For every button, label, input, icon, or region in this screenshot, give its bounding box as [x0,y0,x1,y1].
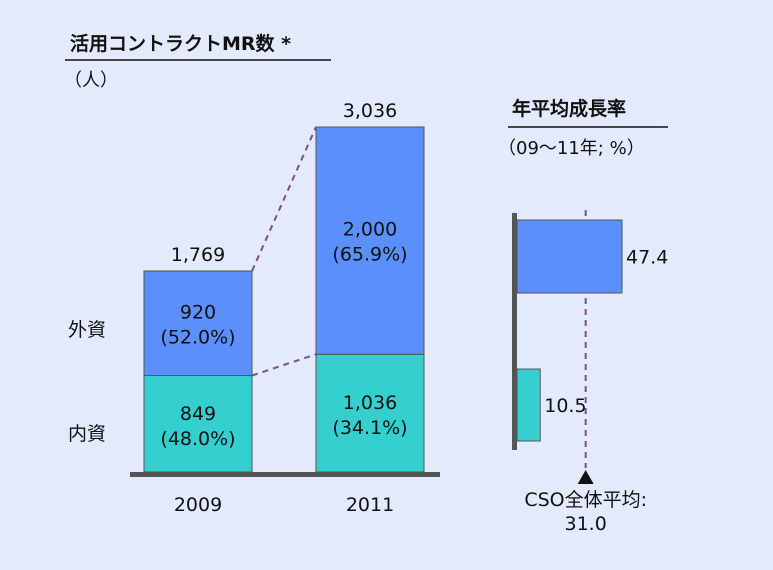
share-label-2011-foreign: (65.9%) [332,244,407,266]
growth-rate-bar-chart: 47.4 10.5 CSO全体平均: 31.0 [512,210,668,535]
reference-marker-triangle [577,470,594,484]
stacked-bar-chart: 1,769 3,036 920 (52.0%) 849 (48.0%) 2,00… [68,100,440,516]
x-tick-label-2009: 2009 [174,494,222,516]
bar-2011-foreign [315,126,425,355]
growth-value-foreign: 47.4 [626,247,668,269]
connector-line-split [251,353,317,377]
value-label-2011-foreign: 2,000 [343,219,397,241]
growth-bar-foreign [516,219,623,294]
right-unit-label: （09～11年; %） [498,138,645,159]
series-label-foreign: 外資 [68,319,106,341]
bar-2009-domestic [143,375,253,473]
connector-line-total [251,126,317,272]
x-tick-label-2011: 2011 [346,494,394,516]
right-chart-title: 年平均成長率 [512,97,626,120]
reference-label: CSO全体平均: [524,489,647,511]
value-label-2009-foreign: 920 [180,301,216,323]
share-label-2011-domestic: (34.1%) [332,417,407,439]
share-label-2009-domestic: (48.0%) [160,428,235,450]
bar-2009-foreign [143,270,253,377]
series-label-domestic: 内資 [68,423,106,445]
share-label-2009-foreign: (52.0%) [160,326,235,348]
left-unit-label: （人） [64,70,118,91]
value-label-2009-domestic: 849 [180,403,216,425]
value-label-2011-domestic: 1,036 [343,392,397,414]
y-axis-line [512,213,517,450]
left-chart-title: 活用コントラクトMR数 * [70,32,291,55]
total-label-2009: 1,769 [171,244,225,266]
growth-bar-domestic [516,368,541,442]
total-label-2011: 3,036 [343,100,397,122]
growth-value-domestic: 10.5 [544,395,586,417]
reference-value: 31.0 [565,513,607,535]
x-axis-baseline [130,472,440,477]
